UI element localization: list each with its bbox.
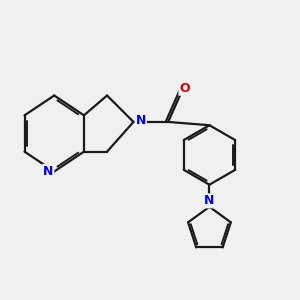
Text: N: N <box>204 194 214 207</box>
Text: O: O <box>179 82 190 95</box>
Text: N: N <box>43 165 53 178</box>
Text: N: N <box>136 114 146 127</box>
